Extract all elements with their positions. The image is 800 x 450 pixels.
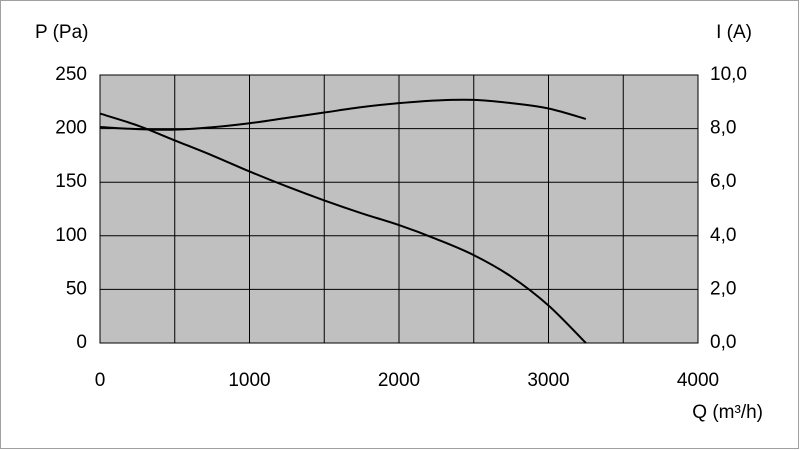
y2-tick-label: 4,0	[710, 225, 736, 246]
x-tick-label: 2000	[378, 370, 420, 391]
y2-axis-label: I (A)	[716, 22, 752, 43]
y2-tick-label: 2,0	[710, 278, 736, 299]
y-tick-label: 50	[66, 278, 87, 299]
line	[99, 98, 587, 131]
x-tick-label: 4000	[677, 370, 719, 391]
x-tick-label: 1000	[228, 370, 270, 391]
y-tick-label: 200	[55, 118, 87, 139]
x-axis-label: Q (m³/h)	[692, 402, 763, 423]
y-tick-label: 0	[76, 332, 87, 353]
plot-border	[99, 74, 699, 344]
y-tick-label: 250	[55, 64, 87, 85]
y-tick-label: 150	[55, 171, 87, 192]
y-tick-label: 100	[55, 225, 87, 246]
x-tick-label: 0	[95, 370, 106, 391]
y2-tick-label: 8,0	[710, 118, 736, 139]
y2-tick-label: 10,0	[710, 64, 747, 85]
x-tick-label: 3000	[527, 370, 569, 391]
y2-tick-label: 6,0	[710, 171, 736, 192]
y2-tick-label: 0,0	[710, 332, 736, 353]
y-axis-label: P (Pa)	[35, 22, 89, 43]
line	[99, 112, 587, 344]
